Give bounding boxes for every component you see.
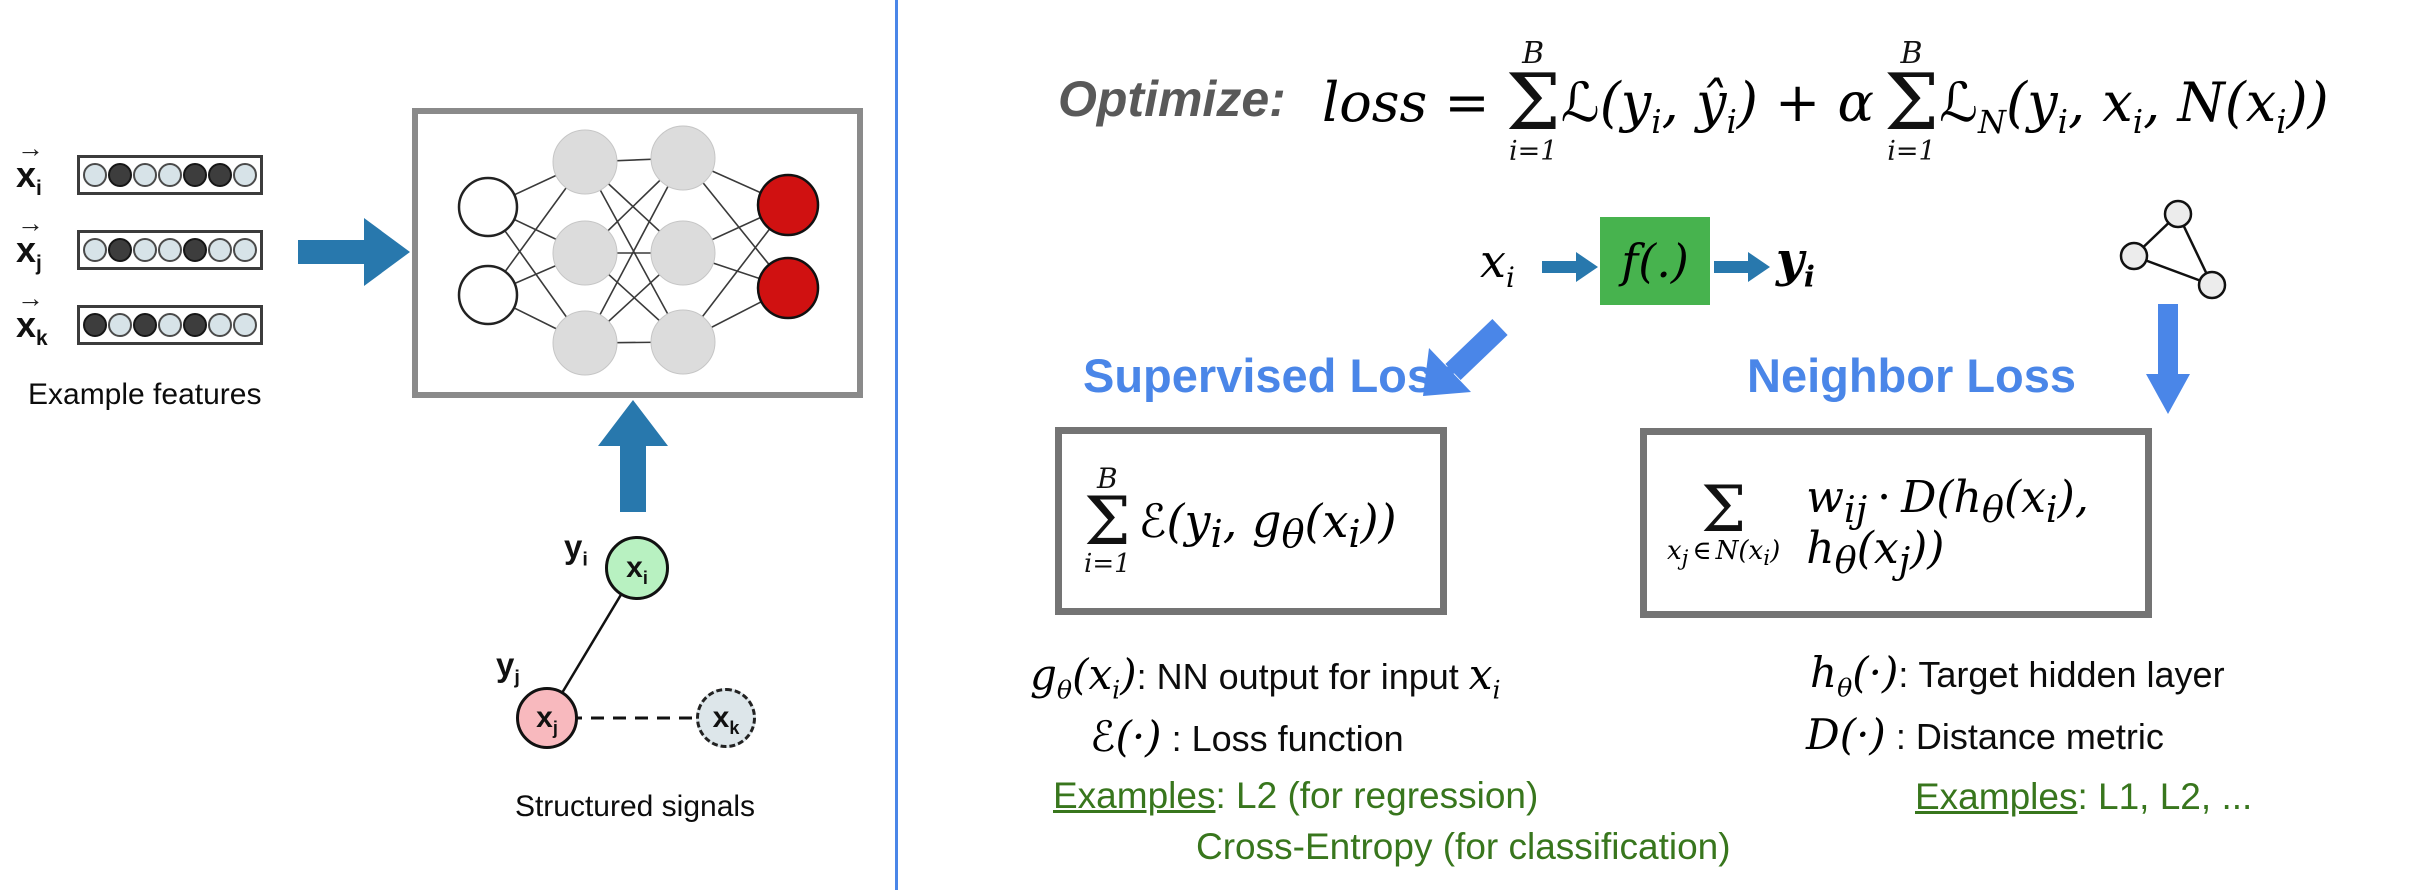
feature-dot-filled [183, 313, 207, 337]
feature-dot-filled [183, 163, 207, 187]
input-nodes [457, 176, 519, 326]
feature-dot-filled [108, 163, 132, 187]
supervised-loss-heading: Supervised Loss [1083, 349, 1460, 402]
vector-label-xi: → xi [16, 133, 44, 201]
sum-symbol: B Σ i=1 [1084, 461, 1131, 580]
label-yj: yj [496, 646, 520, 689]
structure-arrow-icon [598, 400, 668, 512]
feature-dot-empty [133, 163, 157, 187]
graph-caption: Structured signals [514, 790, 756, 823]
vector-label-xj: → xj [16, 208, 44, 276]
vector-arrow-icon: → [17, 133, 44, 163]
neighbor-loss-box: Σ xj ∈ N(xi) wij · D(hθ(xi), hθ(xj)) [1640, 428, 2152, 618]
sum-symbol: B Σ i=1 [1505, 36, 1561, 167]
feature-dot-empty [158, 163, 182, 187]
feature-dot-empty [208, 313, 232, 337]
vector-label-xk: → xk [16, 283, 48, 351]
panel-divider [895, 0, 898, 890]
neighbor-arrow-icon [2146, 304, 2190, 414]
label-yi: yi [564, 528, 588, 571]
neighbor-examples-line: Examples: L1, L2, ... [1915, 776, 2253, 817]
feature-dot-empty [233, 238, 257, 262]
feature-vector-cells [77, 155, 263, 195]
model-function-box: f(.) [1600, 217, 1710, 305]
feature-vector-cells [77, 230, 263, 270]
feature-dot-filled [133, 313, 157, 337]
sum-symbol: B Σ i=1 [1883, 36, 1940, 167]
feature-dot-empty [233, 163, 257, 187]
feature-dot-empty [158, 313, 182, 337]
vector-arrow-icon: → [17, 208, 44, 238]
supervised-examples-line1: Examples: L2 (for regression) [1053, 775, 1539, 816]
feature-dot-empty [208, 238, 232, 262]
graph-icon [2119, 199, 2227, 300]
feature-vector-cells [77, 305, 263, 345]
input-arrow-icon [298, 218, 410, 286]
neural-network-diagram [457, 125, 820, 376]
vector-arrow-icon: → [17, 283, 44, 313]
supervised-def-e: ℰ(·) : Loss function [1090, 712, 1404, 761]
neighbor-loss-heading: Neighbor Loss [1747, 349, 2077, 402]
feature-dot-empty [233, 313, 257, 337]
supervised-arrow-icon [1423, 319, 1508, 396]
loss-formula: loss = B Σ i=1 ℒ(yi, ŷi) + α B Σ i=1 ℒN(… [1322, 36, 2329, 167]
flow-arrow-icon [1714, 252, 1770, 282]
neighbor-def-d: D(·) : Distance metric [1806, 710, 2164, 759]
feature-dot-empty [133, 238, 157, 262]
optimize-label: Optimize: [1058, 71, 1286, 127]
sum-symbol: Σ xj ∈ N(xi) [1667, 472, 1781, 572]
neighbor-def-h: hθ(·): Target hidden layer [1810, 648, 2225, 703]
feature-dot-filled [108, 238, 132, 262]
flow-output-label: yi [1776, 232, 1815, 294]
neural-network-box [412, 108, 863, 398]
hidden-nodes [552, 125, 716, 376]
feature-dot-filled [208, 163, 232, 187]
flow-input-label: xi [1480, 234, 1515, 295]
feature-dot-empty [158, 238, 182, 262]
graph-node-xi: xi [605, 536, 669, 600]
graph-node-xk: xk [696, 688, 756, 748]
feature-dot-empty [108, 313, 132, 337]
graph-node-xj: xj [516, 687, 578, 749]
output-nodes [756, 173, 820, 320]
feature-dot-empty [83, 238, 107, 262]
supervised-examples-line2: Cross-Entropy (for classification) [1196, 826, 1731, 867]
flow-arrow-icon [1542, 252, 1598, 282]
supervised-loss-box: B Σ i=1 ℰ(yi, gθ(xi)) [1055, 427, 1447, 615]
feature-dot-filled [183, 238, 207, 262]
feature-dot-empty [83, 163, 107, 187]
supervised-def-g: gθ(xi): NN output for input xi [1030, 650, 1501, 705]
feature-dot-filled [83, 313, 107, 337]
vectors-caption: Example features [28, 378, 262, 411]
